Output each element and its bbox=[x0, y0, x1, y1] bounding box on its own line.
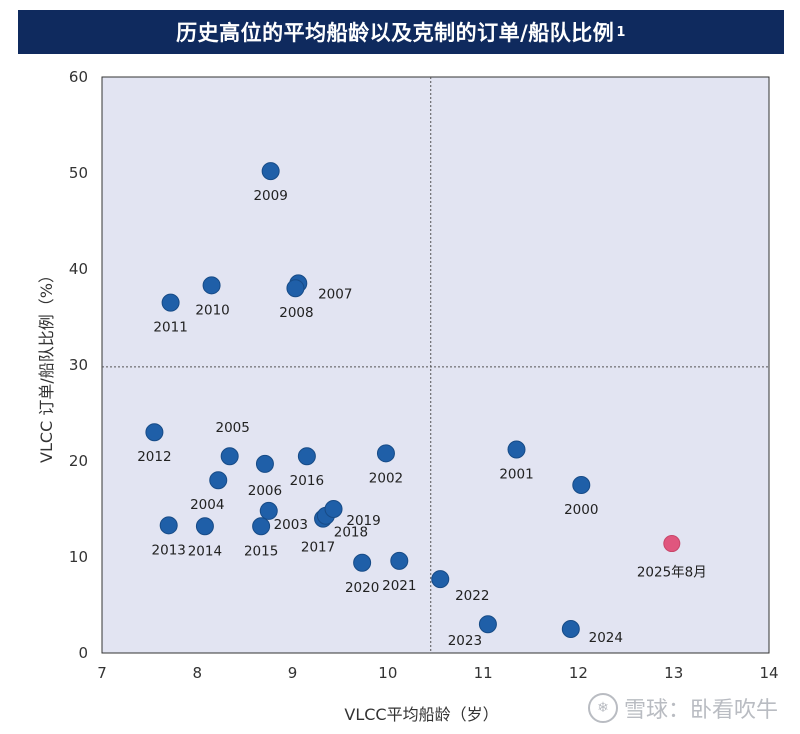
chart-title-bar: 历史高位的平均船龄以及克制的订单/船队比例 1 bbox=[18, 10, 784, 54]
data-point-2024 bbox=[561, 620, 580, 638]
data-point-2020 bbox=[353, 553, 372, 572]
data-label-2012: 2012 bbox=[137, 449, 171, 465]
data-label-2018: 2018 bbox=[334, 525, 368, 541]
data-point-2004 bbox=[209, 471, 228, 490]
data-label-2007: 2007 bbox=[318, 286, 352, 302]
y-tick-label: 0 bbox=[78, 644, 88, 662]
data-point-2003 bbox=[259, 501, 278, 520]
data-label-2015: 2015 bbox=[244, 543, 278, 559]
data-label-2013: 2013 bbox=[152, 542, 186, 558]
y-tick-label: 40 bbox=[69, 260, 88, 278]
y-axis-label: VLCC 订单/船队比例（%） bbox=[37, 267, 56, 463]
y-tick-label: 10 bbox=[69, 548, 88, 566]
y-tick-label: 50 bbox=[69, 164, 88, 182]
x-tick-label: 11 bbox=[474, 664, 493, 682]
data-label-2022: 2022 bbox=[455, 588, 489, 604]
x-tick-label: 14 bbox=[759, 664, 778, 682]
data-point-2008 bbox=[286, 279, 305, 298]
x-tick-label: 10 bbox=[378, 664, 397, 682]
snowball-logo-icon: ❄ bbox=[587, 693, 618, 723]
data-point-2009 bbox=[261, 162, 280, 181]
data-label-2006: 2006 bbox=[248, 483, 282, 499]
data-label-2009: 2009 bbox=[253, 188, 287, 204]
data-point-2006 bbox=[255, 454, 274, 473]
plot-area bbox=[101, 76, 770, 654]
title-footnote-mark: 1 bbox=[616, 24, 626, 40]
data-label-2020: 2020 bbox=[345, 580, 379, 596]
data-label-2016: 2016 bbox=[290, 473, 324, 489]
data-label-2021: 2021 bbox=[382, 578, 416, 594]
x-tick-label: 13 bbox=[664, 664, 683, 682]
data-point-2022 bbox=[431, 570, 450, 589]
chart-title: 历史高位的平均船龄以及克制的订单/船队比例 bbox=[176, 21, 615, 45]
data-label-2004: 2004 bbox=[190, 497, 224, 513]
data-point-2021 bbox=[390, 551, 409, 570]
y-tick-label: 30 bbox=[69, 356, 88, 374]
data-point-2010 bbox=[202, 276, 221, 295]
data-point-2013 bbox=[159, 516, 178, 535]
data-label-2000: 2000 bbox=[564, 502, 598, 518]
data-point-2023 bbox=[478, 615, 497, 634]
data-point-2001 bbox=[507, 440, 526, 459]
data-label-2024: 2024 bbox=[589, 630, 623, 646]
x-tick-label: 12 bbox=[569, 664, 588, 682]
data-label-2001: 2001 bbox=[499, 466, 533, 482]
y-tick-label: 20 bbox=[69, 452, 88, 470]
data-label-2005: 2005 bbox=[216, 420, 250, 436]
data-label-2019: 2019 bbox=[346, 513, 380, 529]
data-point-2014 bbox=[195, 517, 214, 536]
data-point-2015 bbox=[252, 517, 271, 536]
data-label-2003: 2003 bbox=[274, 517, 308, 533]
data-point-2002 bbox=[376, 444, 395, 463]
highlight-point-2025年8月 bbox=[663, 535, 681, 553]
data-label-2014: 2014 bbox=[188, 543, 222, 559]
data-label-2025年8月: 2025年8月 bbox=[637, 565, 707, 581]
data-label-2010: 2010 bbox=[195, 302, 229, 318]
data-point-2016 bbox=[297, 447, 316, 466]
data-point-2005 bbox=[220, 447, 239, 466]
data-point-2011 bbox=[161, 293, 180, 312]
data-point-2000 bbox=[572, 476, 591, 494]
data-label-2008: 2008 bbox=[279, 305, 313, 321]
data-label-2023: 2023 bbox=[448, 633, 482, 649]
x-tick-label: 8 bbox=[193, 664, 203, 682]
data-point-2019 bbox=[324, 500, 343, 518]
x-axis-label: VLCC平均船龄（岁） bbox=[344, 705, 498, 724]
data-label-2002: 2002 bbox=[369, 470, 403, 486]
watermark: ❄ 雪球：卧看吹牛 bbox=[587, 692, 778, 724]
x-tick-label: 9 bbox=[288, 664, 298, 682]
data-point-2012 bbox=[145, 423, 164, 442]
x-tick-label: 7 bbox=[97, 664, 107, 682]
data-label-2017: 2017 bbox=[301, 540, 335, 556]
watermark-text: 雪球：卧看吹牛 bbox=[623, 698, 778, 723]
data-label-2011: 2011 bbox=[153, 320, 187, 336]
y-tick-label: 60 bbox=[69, 68, 88, 86]
